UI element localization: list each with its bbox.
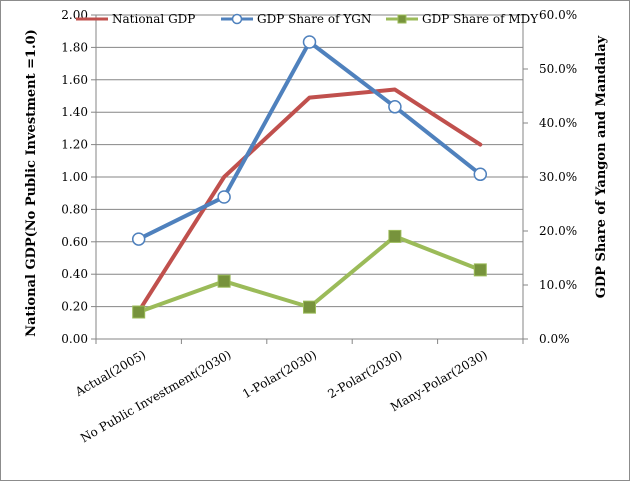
y-axis-ticks: 0.00 0.20 0.40 0.60 0.80 1.00 1.20 1.40 1.60 1.80… — [61, 8, 96, 346]
y-tick-label: 1.40 — [61, 105, 88, 119]
series-line-national-gdp — [136, 87, 483, 314]
legend-marker — [397, 14, 407, 24]
x-tick-label: Actual(2005) — [72, 347, 148, 399]
y2-tick-label: 50.0% — [539, 62, 577, 76]
x-tick-label: 2-Polar(2030) — [325, 347, 404, 401]
y2-axis-ticks: 0.0% 10.0% 20.0% 30.0% 40.0% 50.0% 60.0% — [523, 8, 577, 346]
x-axis-ticks: Actual(2005)No Public Investment(2030) 1-… — [72, 339, 524, 445]
y2-tick-label: 40.0% — [539, 116, 577, 130]
y-tick-label: 1.80 — [61, 40, 88, 54]
y-tick-label: 0.00 — [61, 332, 88, 346]
data-point — [388, 100, 402, 114]
y2-tick-label: 60.0% — [539, 8, 577, 22]
series-group — [131, 35, 488, 319]
y2-axis-title: GDP Share of Yangon and Mandalay — [594, 35, 609, 298]
legend-label: GDP Share of MDY — [422, 12, 539, 26]
y-tick-label: 0.20 — [61, 300, 88, 314]
legend-label: GDP Share of YGN — [257, 12, 371, 26]
y-axis-title: National GDP(No Public Investment =1.0) — [24, 29, 39, 337]
data-point — [302, 35, 317, 49]
y2-tick-label: 0.0% — [539, 332, 570, 346]
data-point — [473, 167, 488, 182]
legend: National GDP GDP Share of YGN GDP Share of… — [76, 12, 539, 26]
y2-tick-label: 10.0% — [539, 278, 577, 292]
y2-tick-label: 20.0% — [539, 224, 577, 238]
data-point — [473, 263, 487, 277]
data-point — [131, 232, 146, 246]
y-tick-label: 1.20 — [61, 138, 88, 152]
y2-tick-label: 30.0% — [539, 170, 577, 184]
y-tick-label: 1.60 — [61, 73, 88, 87]
data-point — [132, 305, 146, 319]
y-tick-label: 1.00 — [61, 170, 88, 184]
data-point — [388, 229, 402, 243]
legend-label: National GDP — [112, 12, 195, 26]
x-tick-label: 1-Polar(2030) — [240, 347, 319, 401]
y-tick-label: 0.60 — [61, 235, 88, 249]
y-tick-label: 0.40 — [61, 267, 88, 281]
data-point — [303, 300, 316, 314]
x-tick-label: No Public Investment(2030) — [78, 347, 234, 445]
y-tick-label: 0.80 — [61, 202, 88, 216]
x-tick-label: Many-Polar(2030) — [388, 347, 490, 414]
data-point — [217, 274, 231, 288]
legend-marker — [231, 13, 243, 25]
data-point — [217, 190, 231, 204]
